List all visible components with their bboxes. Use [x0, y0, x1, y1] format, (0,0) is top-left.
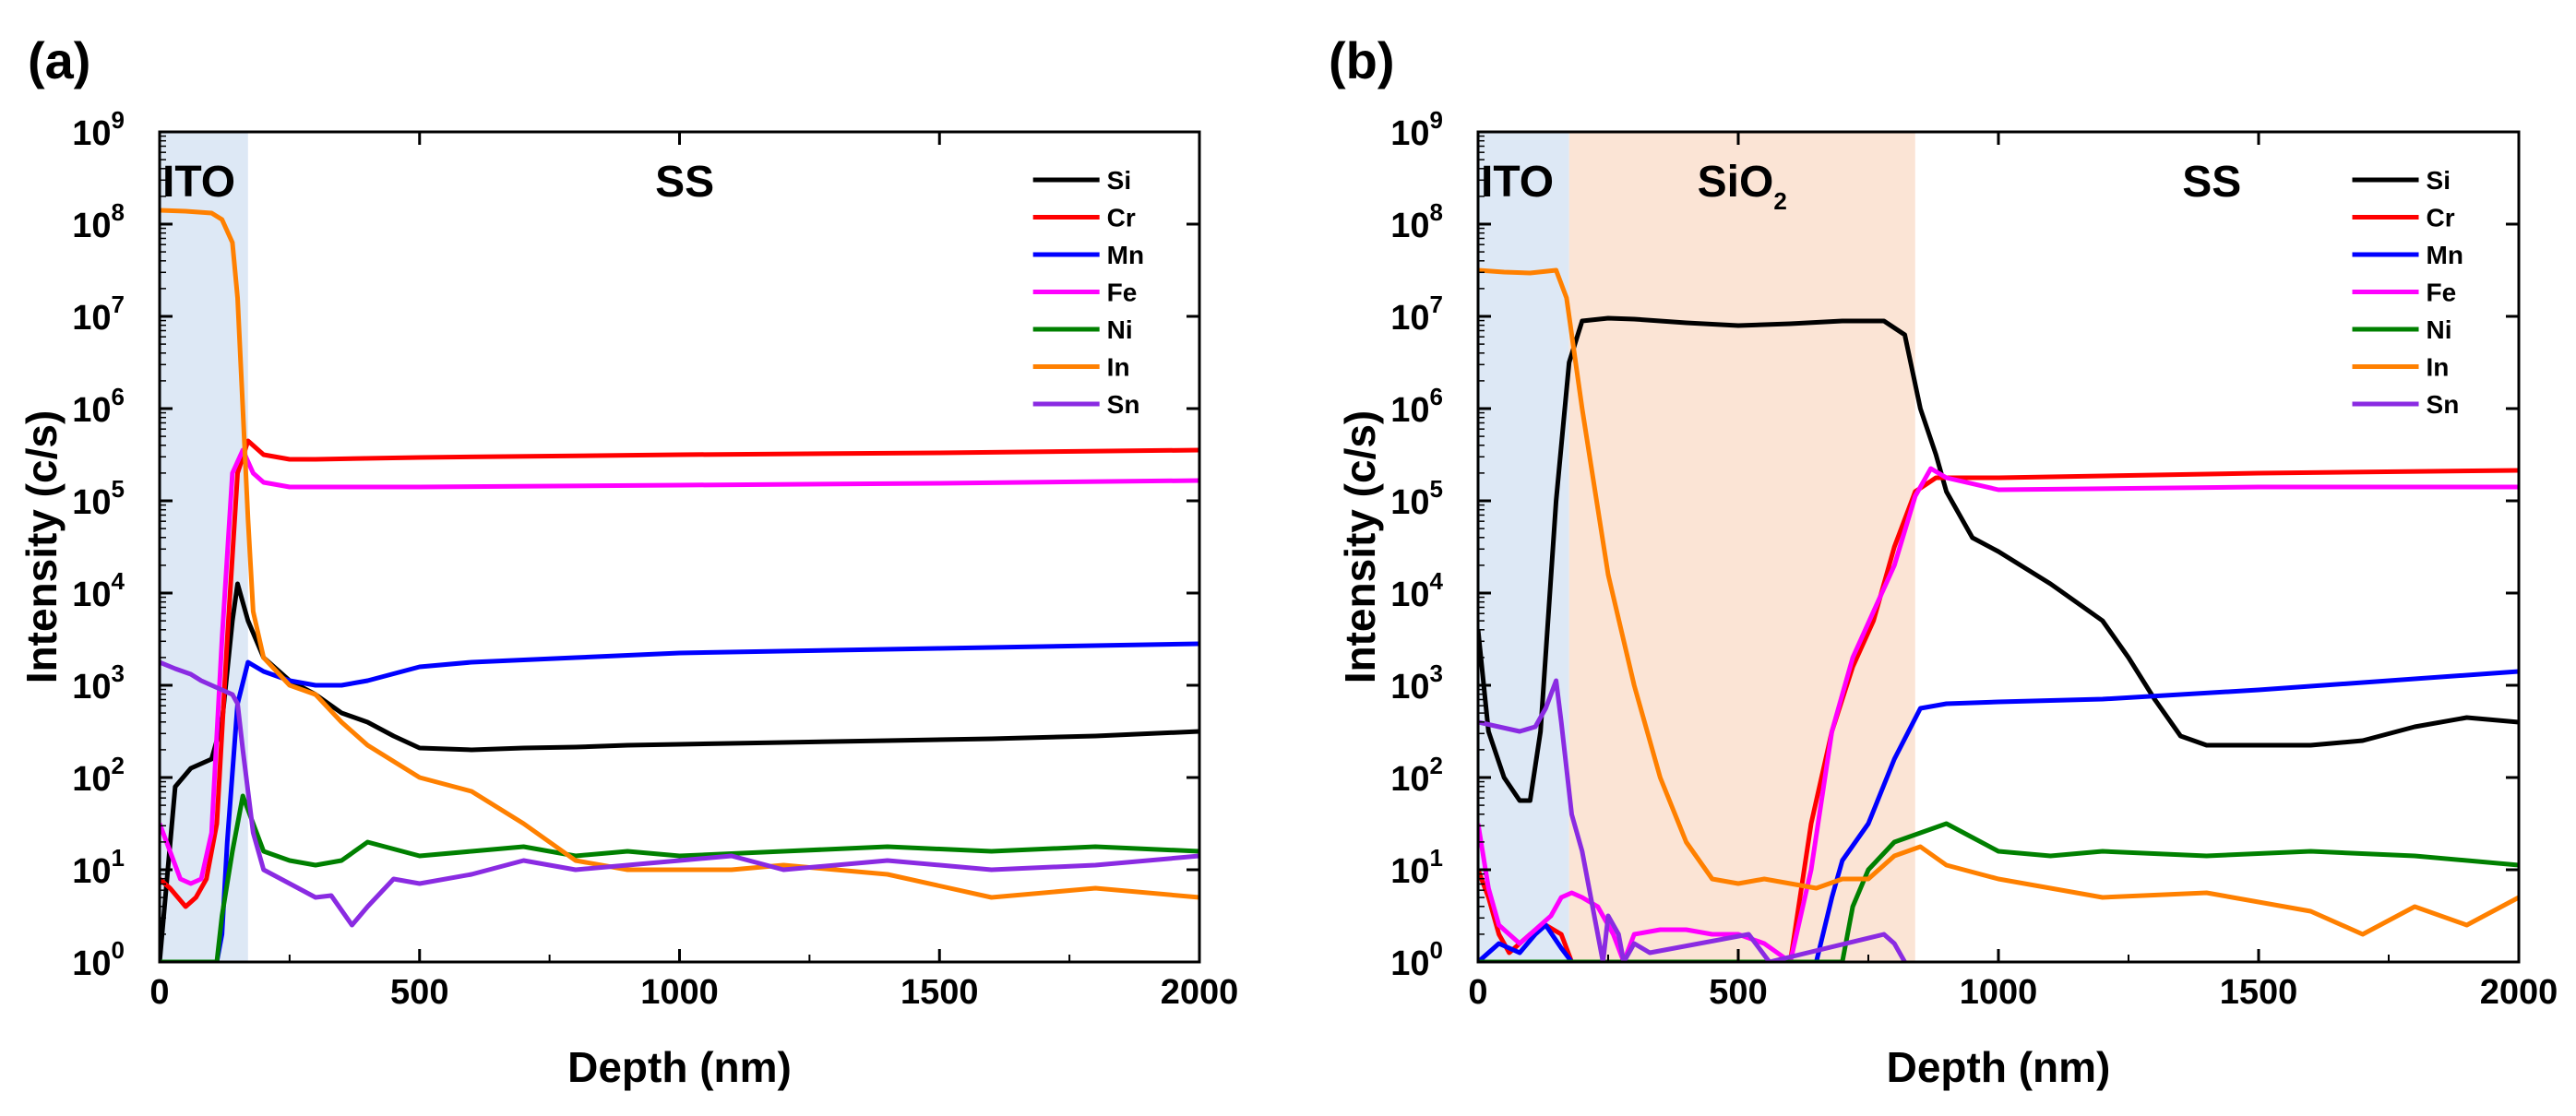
y-tick-label: 106	[72, 383, 125, 430]
legend-label-in: In	[2427, 353, 2450, 382]
legend-label-mn: Mn	[2427, 241, 2463, 269]
x-tick-label: 500	[390, 973, 448, 1012]
x-tick-label: 500	[1709, 973, 1767, 1012]
y-tick-label: 100	[72, 936, 125, 983]
legend: Si Cr Mn Fe Ni In Sn	[1032, 166, 1144, 419]
legend-label-cr: Cr	[1107, 204, 1136, 232]
x-tick-label: 1000	[1960, 973, 2038, 1012]
x-axis-title: Depth (nm)	[1887, 1043, 2111, 1091]
y-tick-label: 107	[72, 291, 125, 338]
chart-panel-0: (a) ITO SS 0 500 1000 1500 2000 100 101 102 103 104 1…	[18, 31, 1238, 1091]
legend-label-mn: Mn	[1107, 241, 1144, 269]
y-tick-label: 107	[1390, 291, 1443, 338]
legend: Si Cr Mn Fe Ni In Sn	[2352, 166, 2463, 419]
y-tick-label: 100	[1390, 936, 1443, 983]
y-tick-label: 109	[72, 106, 125, 153]
y-axis-title: Intensity (c/s)	[1336, 410, 1384, 684]
series-line-si	[160, 581, 1199, 962]
y-tick-label: 105	[72, 475, 125, 522]
region-band-ito	[1478, 132, 1569, 962]
y-tick-label: 103	[1390, 659, 1443, 706]
x-axis-title: Depth (nm)	[567, 1043, 792, 1091]
y-tick-label: 108	[72, 198, 125, 245]
legend-label-fe: Fe	[2427, 279, 2457, 307]
legend-label-in: In	[1107, 353, 1130, 382]
series-line-fe	[1478, 466, 2519, 962]
legend-label-ni: Ni	[2427, 315, 2452, 344]
series-line-fe	[160, 447, 1199, 886]
series-line-ni	[160, 793, 1199, 962]
y-tick-label: 106	[1390, 383, 1443, 430]
y-tick-label: 102	[1390, 752, 1443, 799]
chart-panel-1: (b) ITO SiO2 SS 0 500 1000 1500 2000 100 101 102 103…	[1329, 31, 2558, 1091]
series-line-in	[1478, 267, 2519, 937]
x-tick-label: 1500	[900, 973, 979, 1012]
y-tick-label: 104	[72, 567, 125, 614]
legend-label-cr: Cr	[2427, 204, 2455, 232]
y-tick-label: 109	[1390, 106, 1443, 153]
x-tick-label: 1000	[640, 973, 719, 1012]
panel-label: (b)	[1329, 31, 1395, 89]
series-line-sn	[160, 659, 1199, 928]
y-tick-label: 101	[1390, 844, 1443, 891]
region-label-sio: SiO2	[1698, 158, 1787, 215]
y-tick-label: 105	[1390, 475, 1443, 522]
legend-label-sn: Sn	[1107, 390, 1140, 419]
series-line-in	[160, 208, 1199, 900]
x-tick-label: 2000	[1161, 973, 1239, 1012]
legend-label-fe: Fe	[1107, 279, 1138, 307]
y-tick-label: 103	[72, 659, 125, 706]
region-label-ss: SS	[2182, 158, 2241, 207]
legend-label-si: Si	[2427, 166, 2451, 195]
region-label-ss: SS	[655, 158, 714, 207]
x-tick-label: 0	[149, 973, 169, 1012]
panel-label: (a)	[28, 31, 90, 89]
x-tick-label: 1500	[2220, 973, 2298, 1012]
y-axis-title: Intensity (c/s)	[18, 410, 66, 684]
region-label-ito: ITO	[1481, 158, 1554, 207]
legend-label-ni: Ni	[1107, 315, 1133, 344]
y-tick-label: 101	[72, 844, 125, 891]
y-tick-label: 104	[1390, 567, 1443, 614]
series-line-si	[1478, 315, 2519, 803]
region-band-sio	[1568, 132, 1915, 962]
series-line-ni	[1478, 821, 2519, 962]
y-tick-label: 102	[72, 752, 125, 799]
x-tick-label: 2000	[2480, 973, 2558, 1012]
x-tick-label: 0	[1468, 973, 1487, 1012]
legend-label-si: Si	[1107, 166, 1131, 195]
y-tick-label: 108	[1390, 198, 1443, 245]
region-label-ito: ITO	[162, 158, 235, 207]
series-line-sn	[1478, 678, 1907, 962]
series-line-cr	[160, 438, 1199, 909]
legend-label-sn: Sn	[2427, 390, 2460, 419]
series-line-mn	[160, 641, 1199, 962]
